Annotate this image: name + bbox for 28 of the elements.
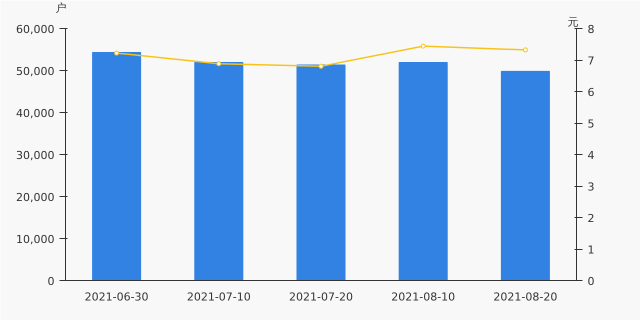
y-tick-label: 40,000 — [16, 107, 55, 120]
point — [420, 44, 426, 49]
y2-tick-label: 5 — [588, 118, 594, 130]
y2-tick-label: 6 — [588, 86, 594, 99]
y2-tick-label: 3 — [588, 180, 594, 194]
x-tick-label: 2021-07-20 — [289, 290, 353, 304]
y2-tick-label: 4 — [588, 149, 594, 162]
x-tick-label: 2021-08-20 — [493, 290, 558, 304]
y2-tick-label: 1 — [588, 244, 594, 256]
y-tick-label: 0 — [48, 275, 54, 288]
y-tick-label: 60,000 — [16, 23, 55, 36]
point — [522, 47, 528, 52]
y2-tick-label: 2 — [588, 212, 594, 225]
y-tick-label: 20,000 — [16, 191, 55, 204]
y2-tick-label: 7 — [588, 54, 594, 68]
x-tick-label: 2021-06-30 — [84, 290, 149, 304]
y-axis-title: 户 — [56, 2, 66, 14]
x-tick-label: 2021-08-10 — [391, 290, 456, 304]
y-tick-label: 30,000 — [16, 149, 55, 162]
x-tick-label: 2021-07-10 — [186, 290, 251, 304]
y2-tick-label: 0 — [588, 275, 594, 288]
y2-tick-label: 8 — [588, 23, 594, 36]
point — [114, 50, 120, 56]
y-tick-label: 10,000 — [16, 233, 55, 246]
point — [318, 64, 324, 69]
point — [216, 61, 222, 66]
y-tick-label: 50,000 — [16, 65, 55, 78]
y2-axis-title: 元 — [568, 16, 578, 28]
